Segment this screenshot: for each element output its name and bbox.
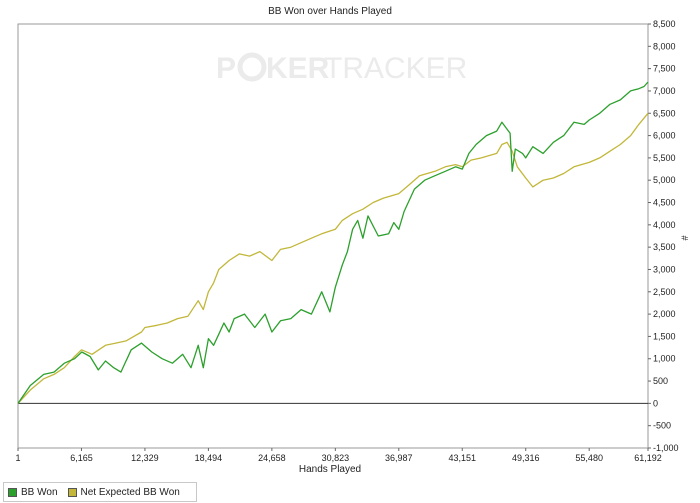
x-tick-label: 12,329 (131, 453, 159, 463)
y-tick-label: 8,500 (653, 19, 676, 29)
y-tick-label: 4,500 (653, 198, 676, 208)
y-tick-label: 3,000 (653, 264, 676, 274)
legend: BB Won Net Expected BB Won (3, 482, 197, 502)
y-tick-label: 500 (653, 376, 668, 386)
y-tick-label: 1,000 (653, 354, 676, 364)
y-tick-label: 4,000 (653, 220, 676, 230)
x-tick-label: 55,480 (575, 453, 603, 463)
plot-area (17, 23, 649, 449)
y-tick-label: 5,500 (653, 153, 676, 163)
y-tick-label: 6,000 (653, 131, 676, 141)
watermark-mid: KER (266, 52, 330, 85)
x-tick-label: 30,823 (322, 453, 350, 463)
y-tick-label: -1,000 (653, 443, 679, 453)
legend-swatch-bb-won (8, 487, 17, 497)
legend-item-bb-won[interactable]: BB Won (8, 487, 58, 498)
chart-title: BB Won over Hands Played (268, 6, 392, 17)
watermark-left: P (216, 52, 236, 85)
x-tick-label: 43,151 (448, 453, 476, 463)
watermark-chip-icon (237, 52, 267, 82)
legend-label-net-expected: Net Expected BB Won (80, 486, 180, 498)
series-line-bb-won (17, 81, 649, 404)
x-tick-label: 1 (15, 453, 20, 463)
x-tick-label: 61,192 (634, 453, 662, 463)
x-tick-label: 24,658 (258, 453, 286, 463)
x-tick-label: 6,165 (70, 453, 93, 463)
y-tick-label: 0 (653, 398, 658, 408)
x-axis-label: Hands Played (299, 464, 361, 475)
y-tick-label: 7,500 (653, 64, 676, 74)
x-tick-label: 49,316 (512, 453, 540, 463)
y-axis-label: # (680, 235, 690, 240)
x-tick-label: 18,494 (195, 453, 223, 463)
legend-item-net-expected[interactable]: Net Expected BB Won (67, 486, 180, 498)
y-tick-label: 2,000 (653, 309, 676, 319)
x-tick-label: 36,987 (385, 453, 413, 463)
legend-swatch-net-expected (67, 487, 77, 497)
y-tick-label: 7,000 (653, 86, 676, 96)
series-layer (17, 81, 649, 404)
y-axis: -1,000 -500 0 500 1,000 1,500 2,000 2,500 3,000 3… (648, 19, 679, 453)
y-tick-label: 5,000 (653, 175, 676, 185)
legend-label-bb-won: BB Won (21, 486, 58, 498)
y-tick-label: -500 (653, 421, 671, 431)
x-axis: 1 6,165 12,329 18,494 24,658 30,823 36,987 43,1… (15, 448, 662, 463)
y-tick-label: 8,000 (653, 41, 676, 51)
watermark: P KER TRACKER (216, 52, 467, 85)
y-tick-label: 2,500 (653, 287, 676, 297)
y-tick-label: 1,500 (653, 331, 676, 341)
watermark-right: TRACKER (324, 52, 467, 85)
y-tick-label: 3,500 (653, 242, 676, 252)
series-line-net-expected (17, 112, 649, 404)
y-tick-label: 6,500 (653, 108, 676, 118)
